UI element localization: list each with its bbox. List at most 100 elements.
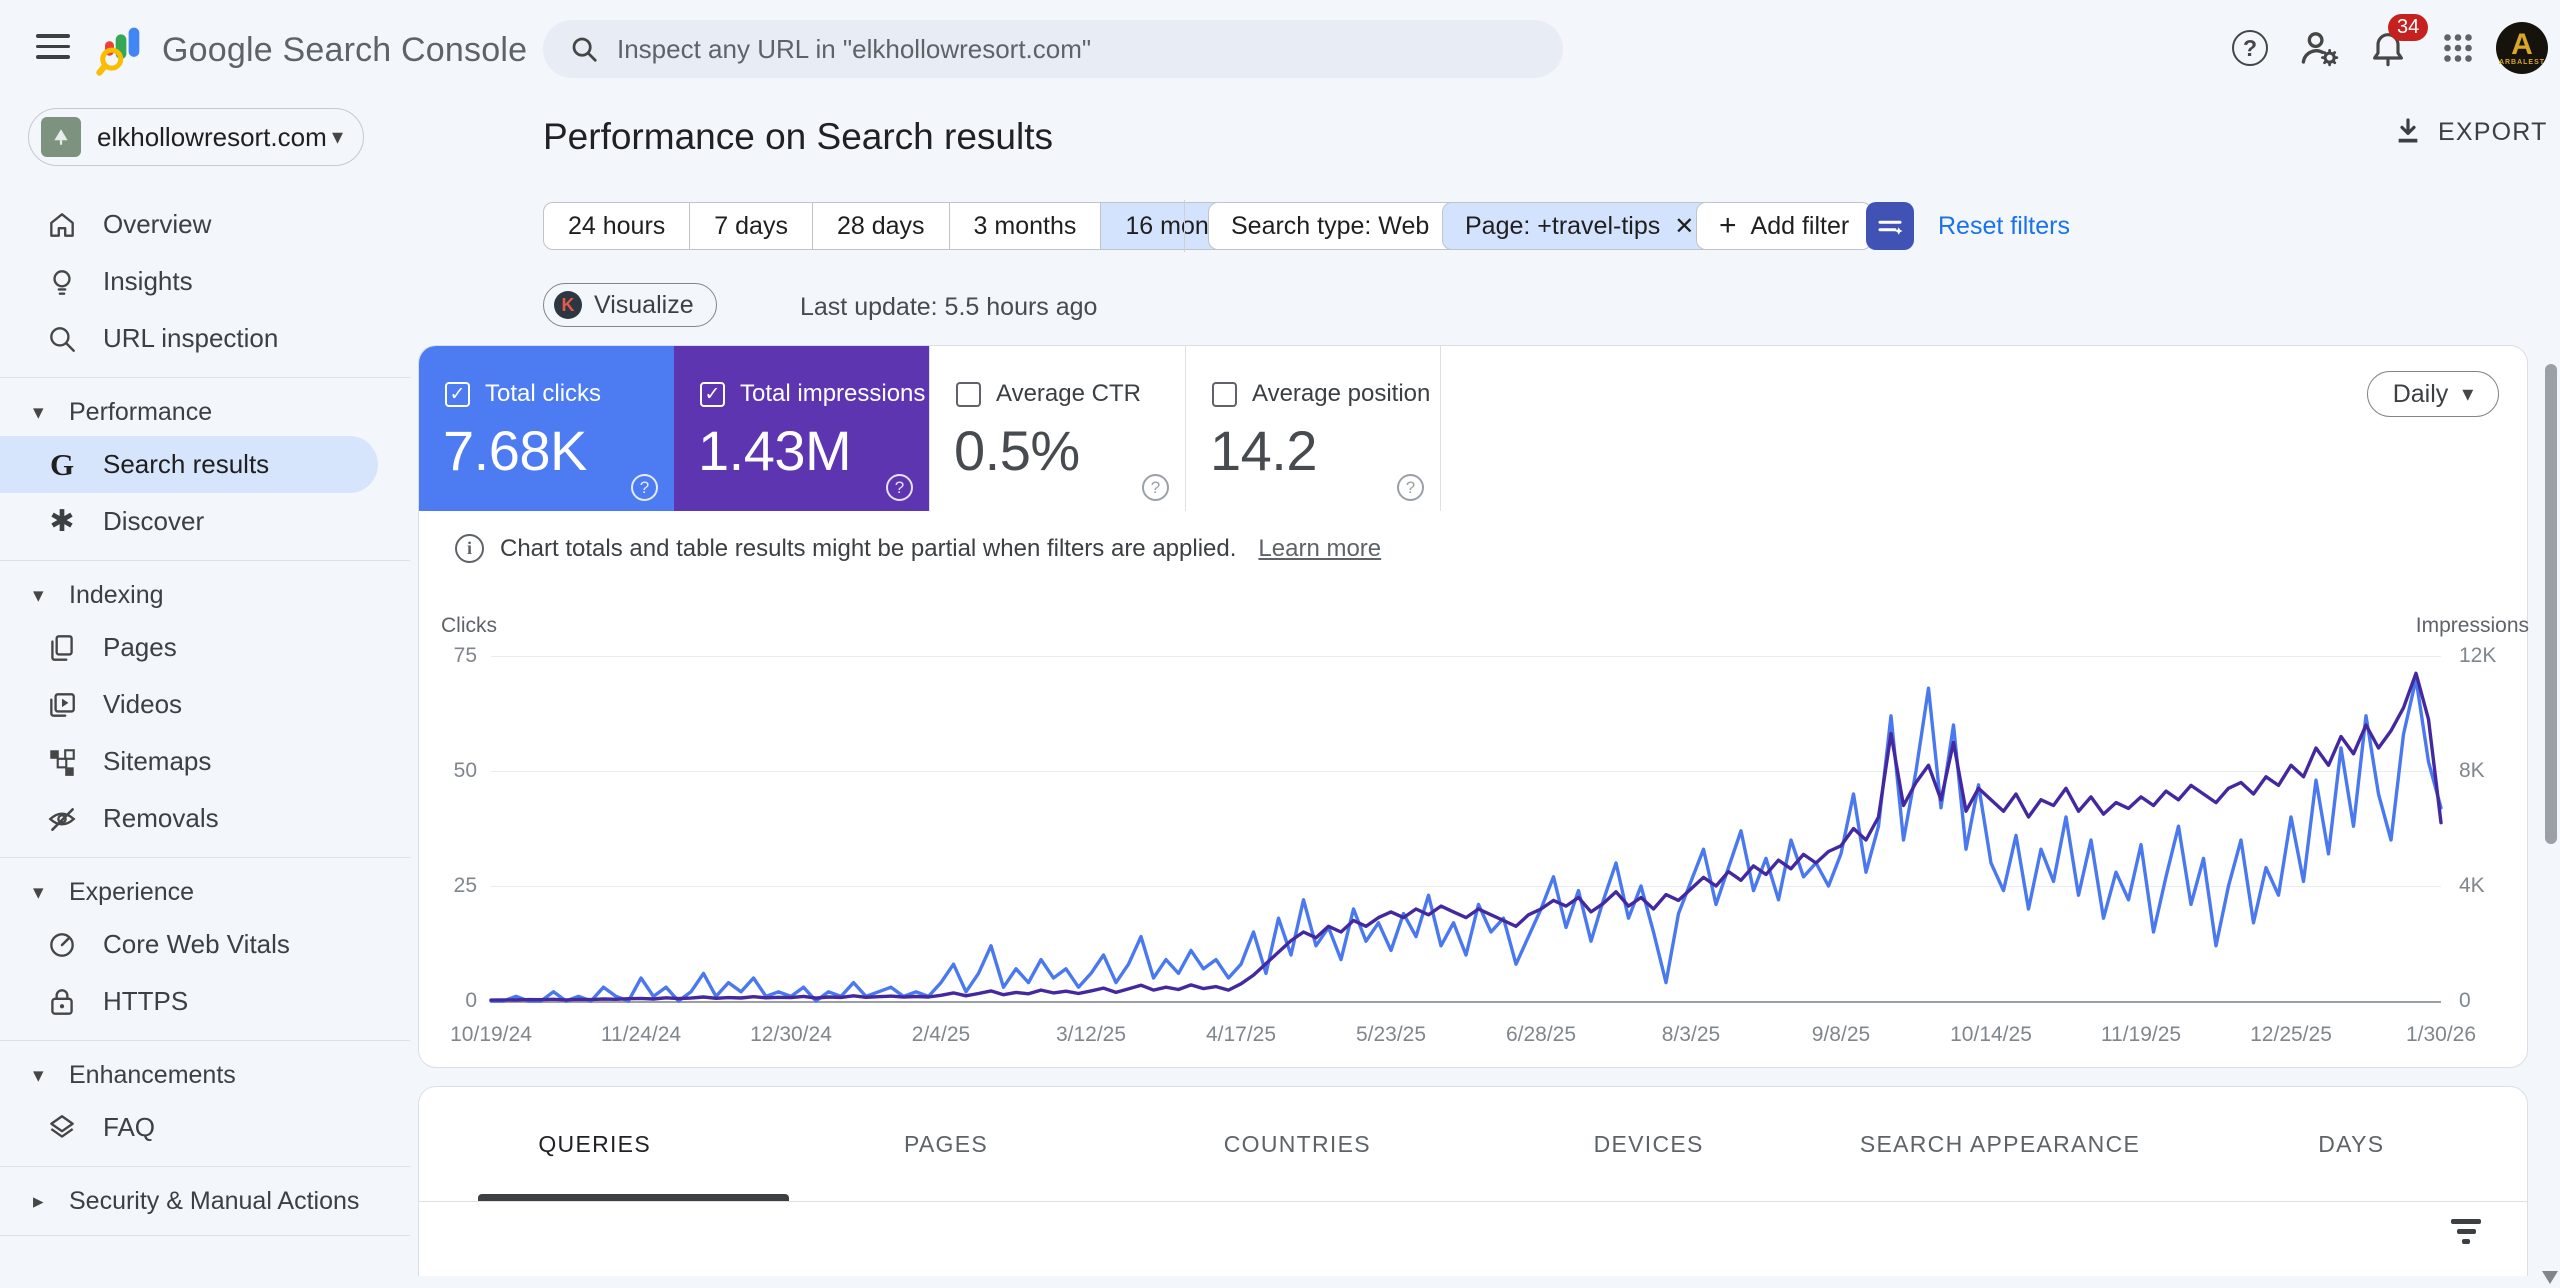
tab-devices[interactable]: DEVICES	[1593, 1130, 1704, 1157]
remove-filter-icon[interactable]: ✕	[1674, 212, 1695, 240]
help-icon[interactable]: ?	[1142, 474, 1169, 501]
y-tick-label: 75	[453, 644, 477, 667]
y2-tick-label: 8K	[2459, 759, 2485, 782]
visualize-button[interactable]: K Visualize	[543, 283, 717, 327]
y2-tick-label: 4K	[2459, 874, 2485, 897]
section-experience[interactable]: ▾ Experience	[33, 877, 195, 906]
tab-days[interactable]: DAYS	[2318, 1130, 2385, 1157]
x-tick-label: 2/4/25	[911, 1023, 971, 1046]
dimensions-table-card: QUERIES PAGES COUNTRIES DEVICES SEARCH A…	[418, 1086, 2528, 1276]
user-settings-button[interactable]	[2298, 26, 2342, 70]
page-filter-chip[interactable]: Page: +travel-tips ✕	[1442, 202, 1718, 250]
property-selector[interactable]: elkhollowresort.com ▾	[28, 108, 364, 166]
checkbox-unchecked-icon[interactable]	[956, 381, 981, 407]
notifications-button[interactable]: 34	[2366, 14, 2429, 70]
metric-value: 14.2	[1210, 419, 1318, 482]
export-button[interactable]: EXPORT	[2392, 116, 2548, 148]
chevron-down-icon: ▾	[331, 124, 343, 149]
lock-icon	[45, 985, 79, 1019]
checkbox-unchecked-icon[interactable]	[1212, 381, 1237, 407]
sidebar-item-url-inspection[interactable]: URL inspection	[0, 310, 410, 367]
date-range-tabs: 24 hours 7 days 28 days 3 months 16 mont…	[543, 202, 1293, 250]
metric-value: 1.43M	[698, 419, 852, 482]
sidebar-item-insights[interactable]: Insights	[0, 253, 410, 310]
plus-icon: +	[1719, 209, 1737, 242]
sidebar-item-removals[interactable]: Removals	[0, 790, 410, 847]
sidebar-item-discover[interactable]: ✱ Discover	[0, 493, 410, 550]
right-axis-title: Impressions	[2415, 614, 2529, 637]
scrollbar	[2542, 96, 2560, 1288]
reset-filters-link[interactable]: Reset filters	[1938, 212, 2070, 240]
checkbox-checked-icon[interactable]: ✓	[700, 381, 725, 407]
performance-chart-svg[interactable]	[489, 656, 2443, 1003]
metric-total-clicks[interactable]: ✓ Total clicks 7.68K ?	[419, 346, 674, 511]
x-tick-label: 10/19/24	[450, 1023, 532, 1046]
sidebar-item-search-results[interactable]: G Search results	[0, 436, 378, 493]
metric-value: 7.68K	[443, 419, 587, 482]
help-icon: ?	[2232, 30, 2268, 66]
lightbulb-icon	[45, 265, 79, 299]
help-button[interactable]: ?	[2228, 26, 2272, 70]
search-icon	[572, 37, 597, 62]
metric-total-impressions[interactable]: ✓ Total impressions 1.43M ?	[674, 346, 929, 511]
range-7-days[interactable]: 7 days	[690, 203, 813, 249]
add-filter-chip[interactable]: + Add filter	[1696, 202, 1873, 250]
layers-icon	[45, 1111, 79, 1145]
chevron-down-icon: ▾	[33, 880, 44, 904]
help-icon[interactable]: ?	[886, 474, 913, 501]
sidebar-item-https[interactable]: HTTPS	[0, 973, 410, 1030]
hamburger-menu-icon[interactable]	[36, 34, 70, 62]
info-icon: i	[455, 534, 484, 563]
section-security-manual-actions[interactable]: ▸ Security & Manual Actions	[33, 1186, 360, 1215]
sidebar-item-core-web-vitals[interactable]: Core Web Vitals	[0, 916, 410, 973]
person-gear-icon	[2301, 32, 2339, 67]
x-tick-label: 11/19/25	[2100, 1023, 2182, 1046]
range-28-days[interactable]: 28 days	[813, 203, 950, 249]
url-inspect-searchbar[interactable]	[543, 20, 1563, 78]
tab-pages[interactable]: PAGES	[903, 1130, 989, 1157]
pages-icon	[45, 631, 79, 665]
tab-countries[interactable]: COUNTRIES	[1223, 1130, 1371, 1157]
sidebar-item-pages[interactable]: Pages	[0, 619, 410, 676]
top-app-bar: Google Search Console ? 34	[0, 0, 2560, 96]
magnifier-icon	[45, 322, 79, 356]
section-enhancements[interactable]: ▾ Enhancements	[33, 1060, 236, 1089]
search-type-filter-chip[interactable]: Search type: Web▾	[1208, 202, 1478, 250]
granularity-dropdown[interactable]: Daily ▾	[2367, 371, 2499, 417]
discover-asterisk-icon: ✱	[49, 505, 75, 538]
metric-average-ctr[interactable]: Average CTR 0.5% ?	[929, 346, 1186, 511]
table-filter-icon[interactable]	[2449, 1219, 2483, 1249]
search-input[interactable]	[617, 33, 1537, 65]
eye-off-icon	[45, 802, 79, 836]
divider	[419, 1201, 2527, 1202]
y2-tick-label: 12K	[2459, 644, 2497, 667]
learn-more-link[interactable]: Learn more	[1258, 534, 1382, 562]
sidebar-item-videos[interactable]: Videos	[0, 676, 410, 733]
section-performance[interactable]: ▾ Performance	[33, 397, 213, 426]
divider	[0, 1166, 410, 1167]
divider	[0, 377, 410, 378]
gridline	[491, 886, 2441, 887]
property-name: elkhollowresort.com	[97, 121, 327, 152]
sidebar-item-faq[interactable]: FAQ	[0, 1099, 410, 1156]
tab-queries[interactable]: QUERIES	[538, 1130, 651, 1157]
x-tick-label: 8/3/25	[1661, 1023, 1721, 1046]
google-g-icon: G	[49, 446, 75, 482]
compare-filter-toggle-button[interactable]	[1866, 202, 1914, 250]
checkbox-checked-icon[interactable]: ✓	[445, 381, 470, 407]
app-title: Google Search Console	[162, 31, 528, 69]
section-indexing[interactable]: ▾ Indexing	[33, 580, 164, 609]
tab-search-appearance[interactable]: SEARCH APPEARANCE	[1859, 1130, 2141, 1157]
metric-average-position[interactable]: Average position 14.2 ?	[1186, 346, 1441, 511]
range-24-hours[interactable]: 24 hours	[544, 203, 691, 249]
account-avatar[interactable]: A ARBALEST	[2496, 22, 2548, 74]
chevron-down-icon: ▾	[33, 400, 44, 424]
scroll-down-arrow[interactable]	[2542, 1271, 2558, 1284]
help-icon[interactable]: ?	[1397, 474, 1424, 501]
help-icon[interactable]: ?	[631, 474, 658, 501]
sidebar-item-overview[interactable]: Overview	[0, 196, 410, 253]
scrollbar-thumb[interactable]	[2545, 364, 2557, 844]
sidebar-item-sitemaps[interactable]: Sitemaps	[0, 733, 410, 790]
apps-grid-button[interactable]	[2436, 26, 2480, 70]
range-3-months[interactable]: 3 months	[950, 203, 1102, 249]
